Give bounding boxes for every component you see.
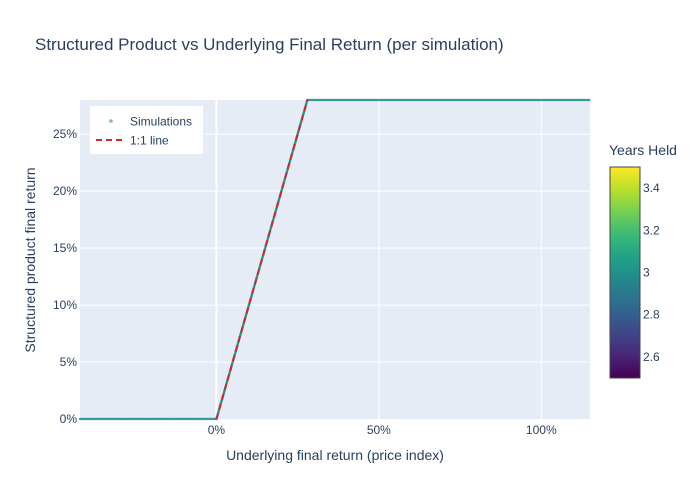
- legend-label-simulations[interactable]: Simulations: [130, 115, 192, 129]
- legend[interactable]: Simulations 1:1 line: [90, 106, 203, 154]
- one-to-one-line: [215, 99, 309, 420]
- axes: 0% 5% 10% 15% 20% 25% 0% 50% 100%: [53, 127, 557, 437]
- y-tick-label: 25%: [53, 127, 77, 141]
- simulation-point: [588, 98, 591, 102]
- y-tick-label: 0%: [60, 412, 78, 426]
- colorbar-tick-label: 2.8: [643, 308, 660, 322]
- colorbar-title: Years Held: [609, 142, 677, 158]
- x-tick-label: 0%: [208, 423, 226, 437]
- colorbar-tick-label: 2.6: [643, 350, 660, 364]
- x-tick-label: 100%: [526, 423, 557, 437]
- y-axis-title: Structured product final return: [22, 167, 38, 352]
- colorbar-tick-label: 3.2: [643, 223, 660, 237]
- colorbar-tick-label: 3: [643, 266, 650, 280]
- colorbar-tick-label: 3.4: [643, 181, 660, 195]
- x-tick-label: 50%: [367, 423, 391, 437]
- legend-marker-simulations: [109, 119, 113, 123]
- legend-label-1to1[interactable]: 1:1 line: [130, 134, 169, 148]
- y-tick-label: 20%: [53, 184, 77, 198]
- chart-title: Structured Product vs Underlying Final R…: [35, 35, 504, 54]
- x-axis-title: Underlying final return (price index): [226, 447, 444, 463]
- colorbar-gradient: [609, 166, 641, 379]
- colorbar: Years Held 2.6 2.8 3 3.2 3.4: [609, 142, 677, 379]
- legend-box: [90, 106, 203, 154]
- y-tick-label: 10%: [53, 298, 77, 312]
- y-tick-label: 15%: [53, 241, 77, 255]
- y-tick-label: 5%: [60, 355, 78, 369]
- colorbar-ticks: 2.6 2.8 3 3.2 3.4: [643, 181, 660, 364]
